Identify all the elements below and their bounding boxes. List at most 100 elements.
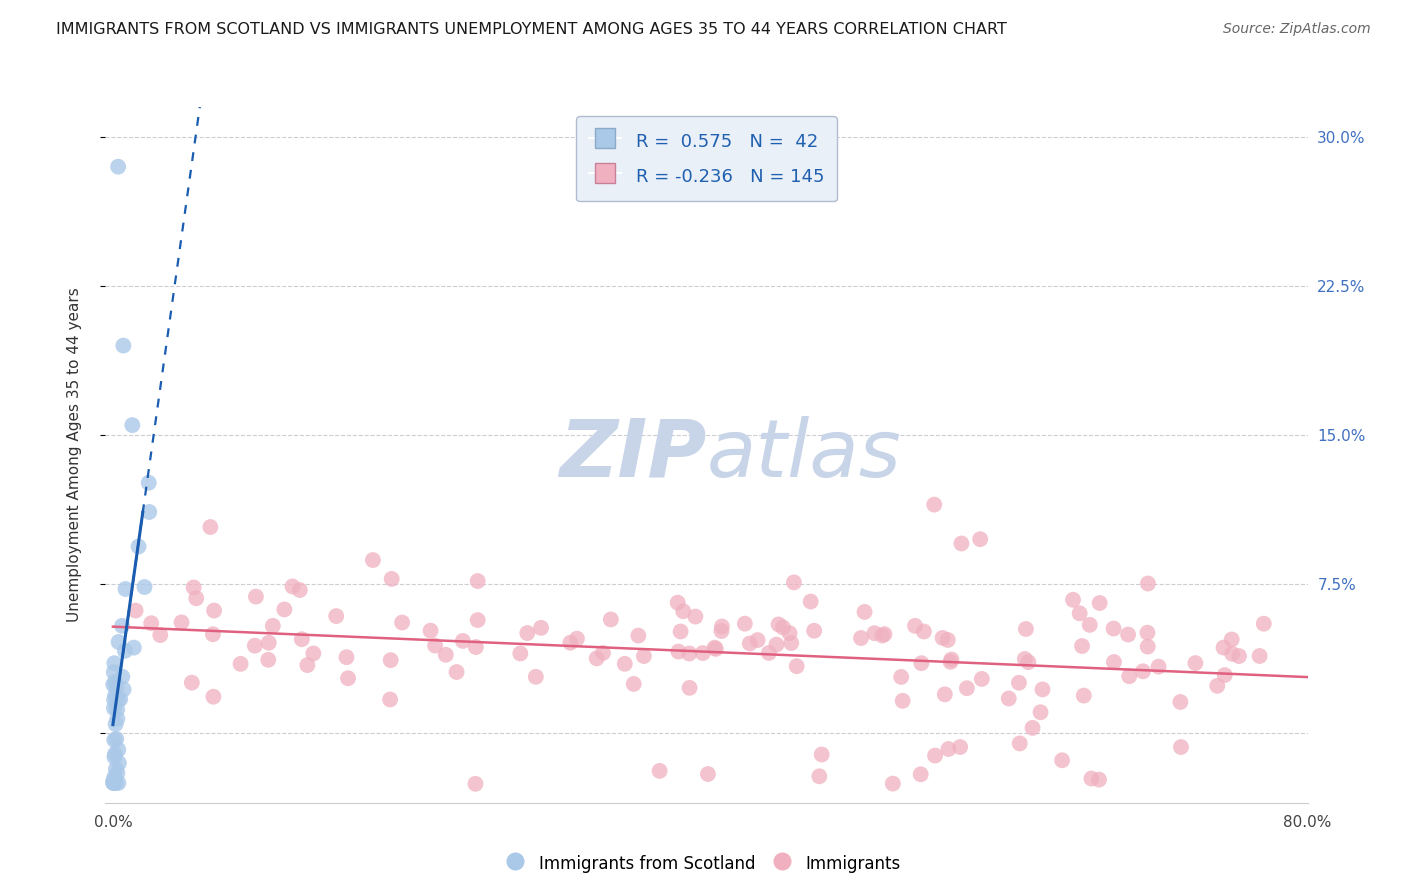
Point [692, 646, 714, 660]
Point [938, 742, 960, 756]
Point [1088, 596, 1111, 610]
Point [124, 603, 146, 617]
Legend: R =  0.575   N =  42, R = -0.236   N = 145: R = 0.575 N = 42, R = -0.236 N = 145 [576, 116, 837, 202]
Point [800, 594, 823, 608]
Point [1170, 695, 1192, 709]
Point [678, 647, 700, 661]
Point [613, 657, 636, 671]
Point [245, 590, 267, 604]
Point [200, 520, 222, 534]
Point [627, 629, 650, 643]
Point [467, 574, 489, 588]
Point [202, 604, 225, 618]
Point [765, 638, 787, 652]
Point [1102, 622, 1125, 636]
Point [107, 693, 129, 707]
Point [931, 631, 953, 645]
Point [170, 615, 193, 630]
Point [530, 621, 553, 635]
Point [262, 619, 284, 633]
Point [103, 678, 125, 692]
Point [1069, 607, 1091, 621]
Point [1249, 648, 1271, 663]
Point [516, 626, 538, 640]
Point [446, 665, 468, 679]
Point [243, 639, 266, 653]
Point [273, 602, 295, 616]
Point [464, 640, 486, 654]
Point [104, 717, 127, 731]
Point [202, 690, 225, 704]
Point [560, 636, 582, 650]
Point [863, 626, 886, 640]
Point [297, 658, 319, 673]
Point [672, 604, 695, 618]
Point [710, 624, 733, 638]
Point [747, 633, 769, 648]
Point [104, 675, 127, 690]
Point [1015, 622, 1038, 636]
Point [969, 532, 991, 546]
Point [1102, 655, 1125, 669]
Point [128, 540, 150, 554]
Point [107, 776, 129, 790]
Point [1118, 669, 1140, 683]
Point [186, 591, 208, 606]
Point [1253, 616, 1275, 631]
Text: IMMIGRANTS FROM SCOTLAND VS IMMIGRANTS UNEMPLOYMENT AMONG AGES 35 TO 44 YEARS CO: IMMIGRANTS FROM SCOTLAND VS IMMIGRANTS U… [56, 22, 1007, 37]
Point [1073, 689, 1095, 703]
Point [105, 731, 128, 746]
Point [1021, 721, 1043, 735]
Point [103, 656, 125, 670]
Point [734, 616, 756, 631]
Point [134, 580, 156, 594]
Point [1132, 665, 1154, 679]
Point [1071, 639, 1094, 653]
Point [138, 505, 160, 519]
Point [1029, 705, 1052, 719]
Point [103, 770, 125, 784]
Point [950, 536, 973, 550]
Point [104, 689, 127, 703]
Point [997, 691, 1019, 706]
Point [337, 671, 360, 685]
Point [623, 677, 645, 691]
Text: atlas: atlas [707, 416, 901, 494]
Point [599, 612, 621, 626]
Point [509, 647, 531, 661]
Point [910, 656, 932, 670]
Point [1227, 648, 1250, 663]
Point [970, 672, 993, 686]
Point [949, 739, 972, 754]
Point [912, 624, 935, 639]
Point [849, 631, 872, 645]
Point [924, 748, 946, 763]
Text: Source: ZipAtlas.com: Source: ZipAtlas.com [1223, 22, 1371, 37]
Point [810, 747, 832, 762]
Point [922, 498, 945, 512]
Point [939, 655, 962, 669]
Point [853, 605, 876, 619]
Point [105, 766, 128, 780]
Point [257, 653, 280, 667]
Point [105, 702, 128, 716]
Point [183, 581, 205, 595]
Point [772, 620, 794, 634]
Point [1136, 576, 1159, 591]
Legend: Immigrants from Scotland, Immigrants: Immigrants from Scotland, Immigrants [499, 847, 907, 880]
Point [768, 617, 790, 632]
Point [1184, 656, 1206, 670]
Point [121, 418, 143, 433]
Point [103, 665, 125, 680]
Point [104, 776, 127, 790]
Point [565, 632, 588, 646]
Point [381, 572, 404, 586]
Point [122, 640, 145, 655]
Point [890, 670, 912, 684]
Point [1206, 679, 1229, 693]
Point [1212, 640, 1234, 655]
Point [138, 475, 160, 490]
Point [872, 628, 894, 642]
Point [378, 692, 401, 706]
Point [103, 701, 125, 715]
